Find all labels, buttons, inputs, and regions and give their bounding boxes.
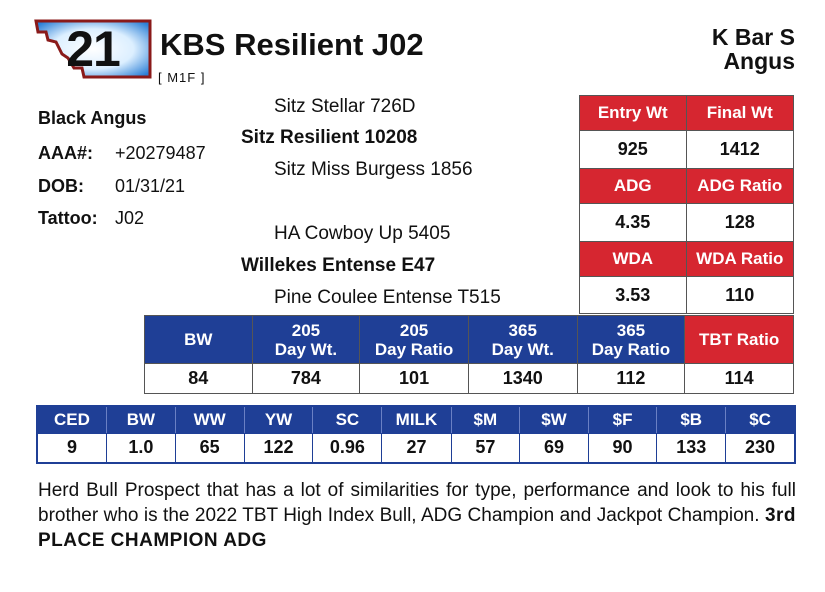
epd-value: 133 — [656, 432, 727, 464]
adg-header: ADG — [579, 168, 687, 204]
epd-value-row: 9 1.0 65 122 0.96 27 57 69 90 133 230 — [36, 432, 796, 464]
epd-value: 90 — [587, 432, 658, 464]
epd-header: $W — [519, 405, 589, 434]
pedigree-sire: Sitz Resilient 10208 — [241, 127, 418, 148]
epd-value: 9 — [36, 432, 107, 464]
365-day-wt-header: 365 Day Wt. — [467, 315, 578, 364]
205-day-ratio-value: 101 — [359, 363, 469, 394]
pedigree-sire-dam: Sitz Miss Burgess 1856 — [274, 159, 473, 180]
bw-header: BW — [144, 315, 253, 364]
entry-wt-header: Entry Wt — [579, 95, 687, 131]
pedigree-dam-dam: Pine Coulee Entense T515 — [274, 287, 501, 308]
header-line: Day Wt. — [274, 339, 338, 359]
bw-value: 84 — [144, 363, 253, 394]
tattoo-label: Tattoo: — [38, 208, 98, 228]
ranch-name-breed: Angus — [723, 48, 795, 74]
header-line: Day Ratio — [374, 339, 454, 359]
montana-state-icon — [34, 19, 152, 79]
ranch-name: K Bar S — [711, 24, 795, 50]
epd-value: 65 — [174, 432, 245, 464]
epd-header: BW — [105, 405, 176, 434]
epd-header: $B — [656, 405, 727, 434]
epd-value: 57 — [450, 432, 521, 464]
wda-value: 3.53 — [579, 276, 687, 314]
epd-header: $C — [725, 405, 796, 434]
epd-table: CED BW WW YW SC MILK $M $W $F $B $C 9 1.… — [36, 405, 796, 464]
epd-header: $F — [587, 405, 658, 434]
epd-value: 1.0 — [105, 432, 176, 464]
epd-header: CED — [36, 405, 107, 434]
epd-header: WW — [174, 405, 245, 434]
tattoo-value: J02 — [115, 208, 145, 228]
365-day-ratio-header: 365 Day Ratio — [576, 315, 686, 364]
epd-value: 27 — [381, 432, 452, 464]
header-line: BW — [184, 330, 213, 349]
final-wt-header: Final Wt — [685, 95, 795, 131]
adg-value: 4.35 — [579, 203, 687, 242]
header-line: 205 — [399, 320, 429, 340]
lot-number: 21 — [66, 21, 121, 77]
tbt-ratio-value: 114 — [684, 363, 794, 394]
365-day-wt-value: 1340 — [467, 363, 578, 394]
epd-value: 0.96 — [312, 432, 383, 464]
header-line: Day Wt. — [491, 339, 554, 359]
wda-ratio-header: WDA Ratio — [685, 241, 795, 277]
205-day-wt-value: 784 — [251, 363, 361, 394]
365-day-ratio-value: 112 — [576, 363, 686, 394]
epd-header: YW — [243, 405, 314, 434]
205-day-wt-header: 205 Day Wt. — [251, 315, 361, 364]
bull-code: [ M1F ] — [158, 70, 206, 85]
breed: Black Angus — [38, 108, 147, 128]
epd-value: 230 — [725, 432, 796, 464]
epd-header: MILK — [381, 405, 452, 434]
pedigree-dam: Willekes Entense E47 — [241, 255, 436, 276]
pedigree-sire-sire: Sitz Stellar 726D — [274, 96, 416, 117]
wda-ratio-value: 110 — [685, 276, 795, 314]
performance-table: Entry Wt Final Wt 925 1412 ADG ADG Ratio… — [579, 95, 795, 314]
comment-highlight: 3rd PLACE CHAMPION ADG — [38, 505, 797, 551]
header-line: Day Ratio — [591, 339, 671, 359]
header-line: 365 — [616, 320, 646, 340]
entry-wt-value: 925 — [579, 130, 687, 169]
epd-header-row: CED BW WW YW SC MILK $M $W $F $B $C — [36, 405, 796, 434]
tbt-ratio-header: TBT Ratio — [684, 315, 794, 364]
final-wt-value: 1412 — [685, 130, 795, 169]
epd-value: 122 — [243, 432, 314, 464]
adg-ratio-value: 128 — [685, 203, 795, 242]
aaa-value: +20279487 — [115, 143, 206, 163]
dob-label: DOB: — [38, 176, 84, 196]
epd-header: $M — [450, 405, 521, 434]
epd-header: SC — [312, 405, 383, 434]
comment-text: Herd Bull Prospect that has a lot of sim… — [38, 480, 796, 526]
dob-value: 01/31/21 — [115, 176, 186, 196]
header-line: 365 — [508, 320, 537, 340]
header-line: 205 — [291, 320, 321, 340]
aaa-label: AAA#: — [38, 143, 94, 163]
adg-ratio-header: ADG Ratio — [685, 168, 795, 204]
lot-badge: 21 — [34, 18, 152, 80]
205-day-ratio-header: 205 Day Ratio — [359, 315, 469, 364]
wda-header: WDA — [579, 241, 687, 277]
bull-comment: Herd Bull Prospect that has a lot of sim… — [38, 478, 796, 553]
pedigree-dam-sire: HA Cowboy Up 5405 — [274, 223, 451, 244]
bull-name: KBS Resilient J02 — [160, 27, 424, 62]
epd-value: 69 — [519, 432, 589, 464]
ratio-table: BW 205 Day Wt. 205 Day Ratio 365 Day Wt. 36… — [144, 315, 794, 394]
